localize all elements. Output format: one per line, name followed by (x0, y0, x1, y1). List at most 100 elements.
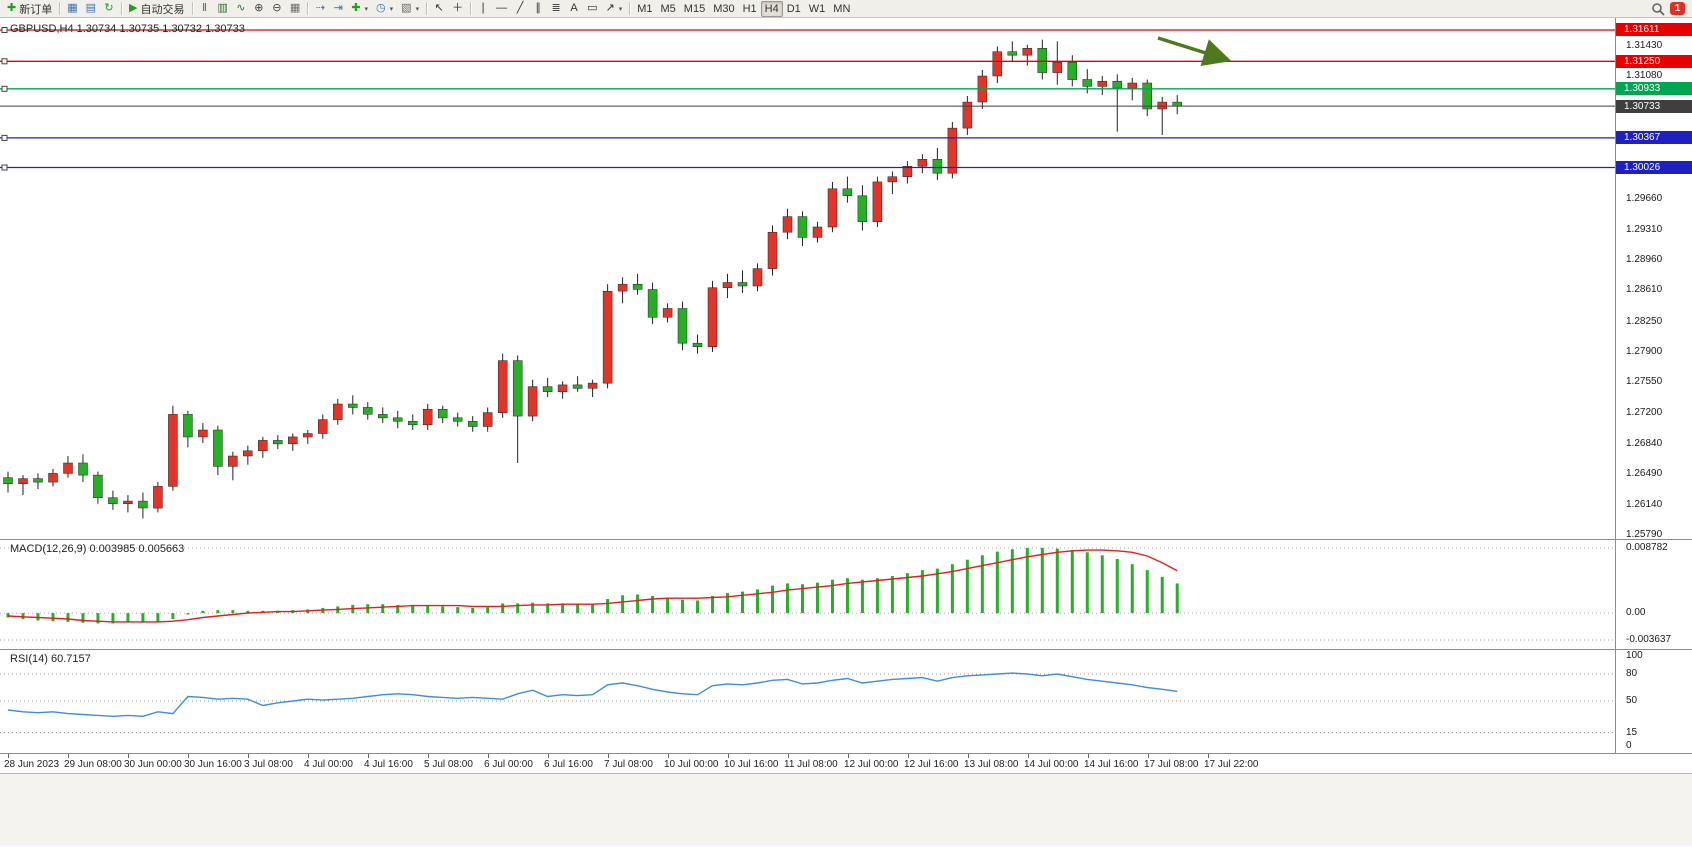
hline-drag-handle[interactable] (1, 85, 8, 92)
vertical-line-button[interactable]: ❘ (474, 1, 492, 17)
horizontal-line-button[interactable]: — (492, 1, 511, 17)
candle-bullish (722, 282, 733, 288)
price-tick-label: 1.28250 (1626, 316, 1663, 327)
timeframe-m15-button-label: M15 (683, 2, 706, 15)
hline-drag-handle[interactable] (1, 164, 8, 171)
timeframe-m1-button[interactable]: M1 (633, 1, 656, 17)
timeframe-d1-button[interactable]: D1 (783, 1, 805, 17)
line-chart-button[interactable]: ∿ (232, 1, 250, 17)
candle-bearish (213, 429, 223, 467)
cursor-button[interactable]: ↖ (430, 1, 448, 17)
candle-bearish (273, 440, 283, 445)
rsi-tick-label: 15 (1626, 727, 1638, 738)
trendline-button[interactable]: ╱ (511, 1, 529, 17)
candle-bearish (842, 188, 853, 196)
text-button[interactable]: A (565, 1, 583, 17)
arrows-button[interactable]: ↗ ▾ (602, 1, 627, 17)
timeframe-m5-button[interactable]: M5 (657, 1, 680, 17)
zoom-in-button[interactable]: ⊕ (250, 1, 268, 17)
price-chart-canvas[interactable] (0, 18, 1615, 538)
text-label-button[interactable]: ▭ (583, 1, 601, 17)
time-tick (368, 754, 369, 758)
price-axis[interactable]: 1.31430 1.31080 1.29660 1.29310 1.28960 1.286… (1615, 18, 1692, 539)
periods-clock-button[interactable]: ◷ ▾ (372, 1, 397, 17)
timeframe-w1-button[interactable]: W1 (805, 1, 830, 17)
price-line-label-1.31250: 1.31250 (1616, 55, 1692, 68)
timeframe-m5-button-label: M5 (660, 2, 676, 15)
rsi-canvas[interactable] (0, 650, 1615, 752)
candle-bullish (962, 101, 973, 129)
candle-bearish (363, 407, 373, 415)
candle-bearish (183, 414, 193, 438)
timeframe-h1-button[interactable]: H1 (739, 1, 761, 17)
timeframe-h4-button[interactable]: H4 (760, 0, 783, 17)
price-line-label-1.30367: 1.30367 (1616, 131, 1692, 144)
toolbar-separator (470, 2, 472, 15)
crosshair-button[interactable]: ＋ (448, 1, 467, 17)
hline-drag-handle[interactable] (1, 58, 8, 65)
time-label: 10 Jul 00:00 (664, 759, 719, 770)
time-tick (1028, 754, 1029, 758)
timeframe-m30-button[interactable]: M30 (709, 1, 738, 17)
candle-bullish (258, 440, 268, 452)
tile-windows-button[interactable]: ▦ (286, 1, 304, 17)
bar-chart-button[interactable]: ‖ (196, 1, 214, 17)
macd-panel: MACD(12,26,9) 0.003985 0.005663 0.008782… (0, 540, 1692, 650)
charts-window-button[interactable]: ▦ (63, 1, 81, 17)
candle-bullish (827, 188, 838, 228)
toolbar-right-group: 1 (1651, 2, 1689, 16)
macd-axis[interactable]: 0.008782 0.00 -0.003637 (1615, 540, 1692, 649)
hline-drag-handle[interactable] (1, 27, 8, 33)
time-label: 17 Jul 22:00 (1204, 759, 1259, 770)
time-tick (788, 754, 789, 758)
macd-tick-label: -0.003637 (1626, 634, 1672, 645)
autoscroll-button[interactable]: ⇢ (311, 1, 329, 17)
autotrading-play-icon: ▶ (129, 2, 138, 14)
refresh-button[interactable]: ↻ (100, 1, 118, 17)
time-tick (548, 754, 549, 758)
refresh-icon: ↻ (104, 2, 114, 14)
time-label: 4 Jul 00:00 (304, 759, 353, 770)
add-indicator-button[interactable]: ✚ ▾ (347, 1, 372, 17)
chevron-down-icon: ▾ (389, 5, 394, 13)
hline-drag-handle[interactable] (1, 134, 8, 141)
timeframe-m15-button[interactable]: M15 (680, 1, 709, 17)
candle-bearish (78, 462, 88, 476)
candlestick-chart-button[interactable]: ▥ (214, 1, 232, 17)
chart-shift-button[interactable]: ⇥ (329, 1, 347, 17)
charts-icon: ▦ (67, 2, 78, 14)
candle-bullish (887, 176, 898, 183)
candle-bearish (3, 477, 13, 485)
autotrading-button-label: 自动交易 (140, 3, 185, 16)
autotrading-button[interactable]: ▶ 自动交易 (125, 1, 188, 17)
candle-bullish (243, 450, 253, 457)
bottom-spacer (0, 774, 1692, 846)
data-window-button[interactable]: ▤ (82, 1, 100, 17)
candle-bullish (812, 226, 823, 238)
fibonacci-button[interactable]: ≣ (547, 1, 565, 17)
candle-bearish (467, 421, 478, 427)
autoscroll-icon: ⇢ (315, 2, 325, 14)
candle-bearish (692, 342, 703, 347)
new-order-button-label: 新订单 (19, 3, 53, 16)
candle-bearish (512, 360, 523, 417)
annotation-arrow[interactable] (1157, 36, 1232, 67)
zoom-out-button[interactable]: ⊖ (268, 1, 286, 17)
rsi-line (7, 672, 1178, 718)
time-axis[interactable]: 28 Jun 2023 29 Jun 08:00 30 Jun 00:00 30 Ju… (0, 754, 1692, 774)
time-label: 6 Jul 00:00 (484, 759, 533, 770)
candle-bearish (1172, 101, 1182, 107)
rsi-tick-label: 50 (1626, 695, 1638, 706)
search-icon[interactable] (1651, 2, 1665, 16)
new-order-button[interactable]: ✚ 新订单 (3, 1, 56, 17)
macd-canvas[interactable] (0, 540, 1615, 648)
chevron-down-icon: ▾ (364, 5, 369, 13)
timeframe-mn-button[interactable]: MN (829, 1, 854, 17)
chart-template-button[interactable]: ▧ ▾ (397, 1, 423, 17)
notifications-badge[interactable]: 1 (1670, 2, 1685, 15)
rsi-axis[interactable]: 100 80 50 15 0 (1615, 650, 1692, 753)
price-tick-label: 1.28610 (1626, 284, 1663, 295)
equidistant-channel-button[interactable]: ∥ (529, 1, 547, 17)
candle-bullish (153, 486, 163, 509)
arrow-objects-icon: ↗ (605, 2, 615, 14)
